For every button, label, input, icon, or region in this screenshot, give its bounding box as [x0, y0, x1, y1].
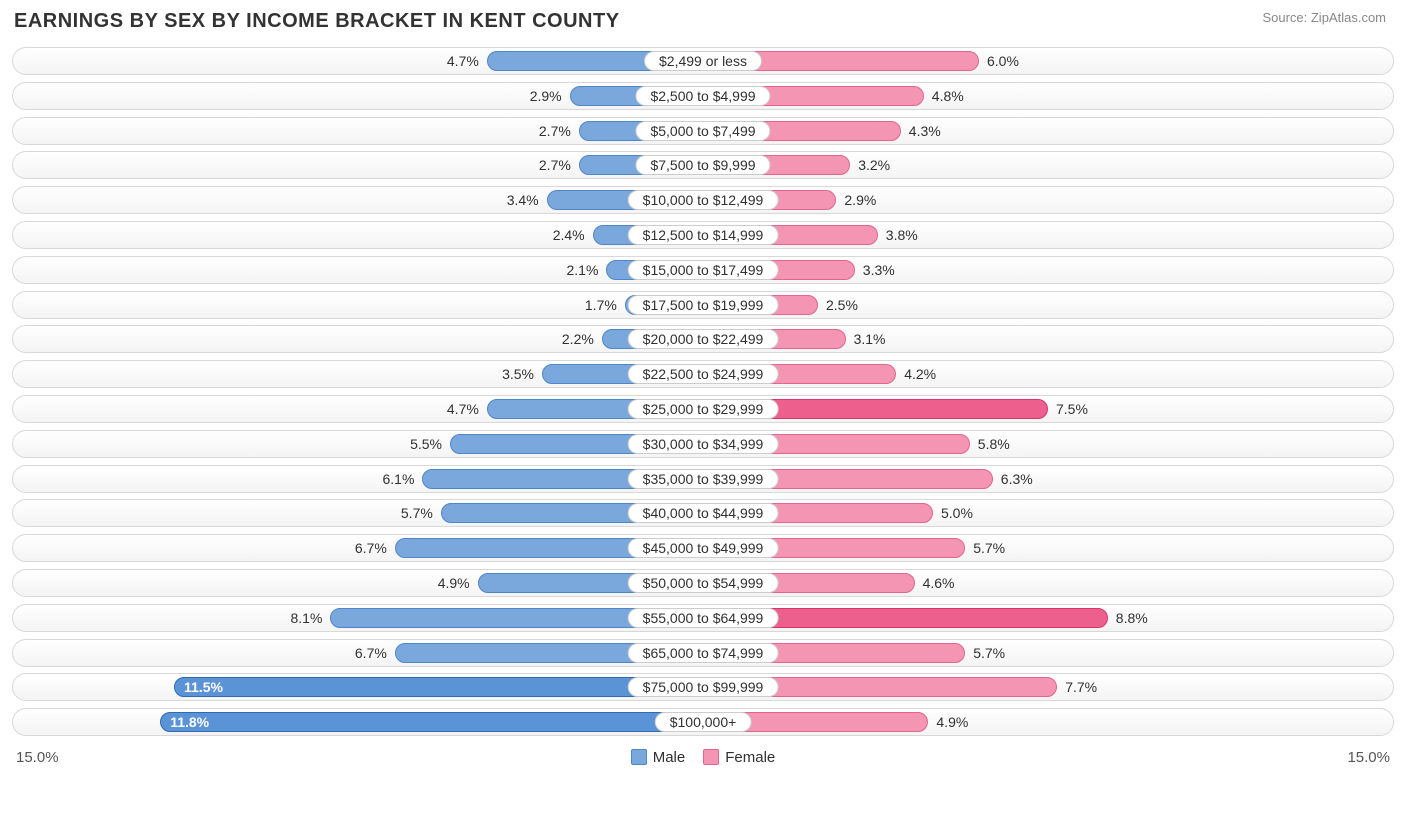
female-value-label: 5.8%	[970, 431, 1010, 457]
legend-item-male: Male	[631, 749, 686, 766]
female-value-label: 6.3%	[993, 466, 1033, 492]
axis-legend-row: 15.0% Male Female 15.0%	[12, 743, 1394, 766]
female-value-label: 4.3%	[901, 118, 941, 144]
category-pill: $2,499 or less	[644, 51, 762, 71]
female-value-label: 4.8%	[924, 83, 964, 109]
axis-max-left: 15.0%	[16, 749, 59, 766]
chart-row: 3.4% 2.9% $10,000 to $12,499	[12, 186, 1394, 214]
male-value-label: 3.4%	[507, 187, 547, 213]
chart-row: 2.2% 3.1% $20,000 to $22,499	[12, 325, 1394, 353]
chart-row: 11.5% 7.7% $75,000 to $99,999	[12, 673, 1394, 701]
category-pill: $22,500 to $24,999	[628, 364, 779, 384]
male-value-label: 11.5%	[184, 674, 223, 700]
chart-row: 4.7% 6.0% $2,499 or less	[12, 47, 1394, 75]
chart-row: 5.7% 5.0% $40,000 to $44,999	[12, 499, 1394, 527]
male-value-label: 6.1%	[382, 466, 422, 492]
female-value-label: 2.5%	[818, 292, 858, 318]
male-value-label: 8.1%	[290, 605, 330, 631]
female-value-label: 7.7%	[1057, 674, 1097, 700]
female-value-label: 2.9%	[836, 187, 876, 213]
chart-row: 4.7% 7.5% $25,000 to $29,999	[12, 395, 1394, 423]
male-value-label: 1.7%	[585, 292, 625, 318]
chart-row: 6.1% 6.3% $35,000 to $39,999	[12, 465, 1394, 493]
category-pill: $2,500 to $4,999	[635, 86, 770, 106]
category-pill: $40,000 to $44,999	[628, 503, 779, 523]
chart-row: 3.5% 4.2% $22,500 to $24,999	[12, 360, 1394, 388]
category-pill: $12,500 to $14,999	[628, 225, 779, 245]
chart-row: 2.7% 4.3% $5,000 to $7,499	[12, 117, 1394, 145]
axis-max-right: 15.0%	[1347, 749, 1390, 766]
legend-swatch-male	[631, 749, 647, 765]
category-pill: $25,000 to $29,999	[628, 399, 779, 419]
chart-header: EARNINGS BY SEX BY INCOME BRACKET IN KEN…	[0, 0, 1406, 47]
chart-row: 2.4% 3.8% $12,500 to $14,999	[12, 221, 1394, 249]
male-bar	[174, 677, 703, 697]
female-value-label: 8.8%	[1108, 605, 1148, 631]
male-value-label: 2.7%	[539, 118, 579, 144]
female-value-label: 3.3%	[855, 257, 895, 283]
female-value-label: 4.9%	[928, 709, 968, 735]
chart-row: 2.1% 3.3% $15,000 to $17,499	[12, 256, 1394, 284]
female-value-label: 4.2%	[896, 361, 936, 387]
female-value-label: 5.0%	[933, 500, 973, 526]
female-value-label: 7.5%	[1048, 396, 1088, 422]
chart-source: Source: ZipAtlas.com	[1262, 10, 1386, 25]
male-value-label: 2.1%	[566, 257, 606, 283]
male-value-label: 4.9%	[438, 570, 478, 596]
chart-row: 8.1% 8.8% $55,000 to $64,999	[12, 604, 1394, 632]
male-value-label: 4.7%	[447, 48, 487, 74]
male-value-label: 2.7%	[539, 152, 579, 178]
category-pill: $30,000 to $34,999	[628, 434, 779, 454]
chart-row: 11.8% 4.9% $100,000+	[12, 708, 1394, 736]
male-bar	[160, 712, 703, 732]
male-value-label: 6.7%	[355, 640, 395, 666]
chart-area: 4.7% 6.0% $2,499 or less 2.9% 4.8% $2,500 to …	[0, 47, 1406, 766]
legend-swatch-female	[703, 749, 719, 765]
chart-row: 4.9% 4.6% $50,000 to $54,999	[12, 569, 1394, 597]
legend-label-female: Female	[725, 749, 775, 766]
female-value-label: 4.6%	[915, 570, 955, 596]
chart-row: 2.9% 4.8% $2,500 to $4,999	[12, 82, 1394, 110]
male-value-label: 2.4%	[553, 222, 593, 248]
female-value-label: 5.7%	[965, 535, 1005, 561]
legend-label-male: Male	[653, 749, 686, 766]
chart-row: 2.7% 3.2% $7,500 to $9,999	[12, 151, 1394, 179]
male-value-label: 11.8%	[170, 709, 209, 735]
male-value-label: 2.9%	[530, 83, 570, 109]
female-value-label: 3.1%	[846, 326, 886, 352]
female-value-label: 3.2%	[850, 152, 890, 178]
category-pill: $17,500 to $19,999	[628, 295, 779, 315]
male-value-label: 2.2%	[562, 326, 602, 352]
category-pill: $75,000 to $99,999	[628, 677, 779, 697]
male-value-label: 5.5%	[410, 431, 450, 457]
legend-item-female: Female	[703, 749, 775, 766]
male-value-label: 6.7%	[355, 535, 395, 561]
chart-row: 1.7% 2.5% $17,500 to $19,999	[12, 291, 1394, 319]
category-pill: $15,000 to $17,499	[628, 260, 779, 280]
female-value-label: 6.0%	[979, 48, 1019, 74]
category-pill: $35,000 to $39,999	[628, 469, 779, 489]
chart-row: 5.5% 5.8% $30,000 to $34,999	[12, 430, 1394, 458]
female-value-label: 3.8%	[878, 222, 918, 248]
category-pill: $5,000 to $7,499	[635, 121, 770, 141]
chart-title: EARNINGS BY SEX BY INCOME BRACKET IN KEN…	[14, 10, 620, 33]
legend: Male Female	[631, 749, 776, 766]
category-pill: $45,000 to $49,999	[628, 538, 779, 558]
chart-row: 6.7% 5.7% $45,000 to $49,999	[12, 534, 1394, 562]
category-pill: $10,000 to $12,499	[628, 190, 779, 210]
category-pill: $50,000 to $54,999	[628, 573, 779, 593]
female-value-label: 5.7%	[965, 640, 1005, 666]
category-pill: $100,000+	[655, 712, 752, 732]
male-value-label: 5.7%	[401, 500, 441, 526]
category-pill: $20,000 to $22,499	[628, 329, 779, 349]
male-value-label: 3.5%	[502, 361, 542, 387]
category-pill: $55,000 to $64,999	[628, 608, 779, 628]
chart-row: 6.7% 5.7% $65,000 to $74,999	[12, 639, 1394, 667]
category-pill: $7,500 to $9,999	[635, 155, 770, 175]
male-value-label: 4.7%	[447, 396, 487, 422]
category-pill: $65,000 to $74,999	[628, 643, 779, 663]
